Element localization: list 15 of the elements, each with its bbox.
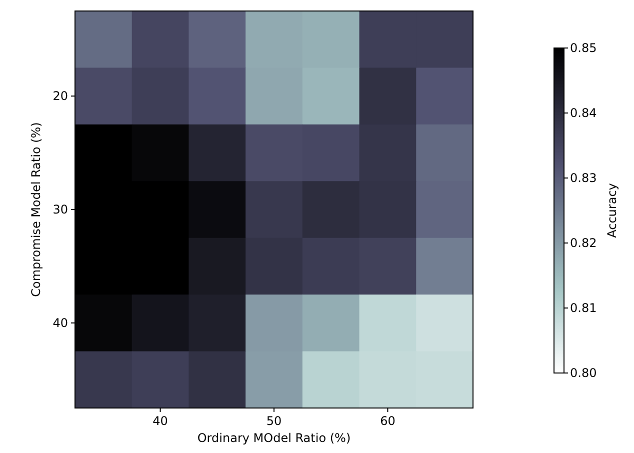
x-tick-label: 40 bbox=[152, 414, 168, 428]
color-bar-label: 0.83 bbox=[570, 171, 597, 185]
x-tick-label: 50 bbox=[266, 414, 282, 428]
color-bar-label: 0.81 bbox=[570, 301, 597, 315]
color-bar-label: 0.82 bbox=[570, 236, 597, 250]
y-axis-title: Compromise Model Ratio (%) bbox=[29, 122, 43, 297]
color-bar-title: Accuracy bbox=[605, 183, 619, 238]
y-tick-label: 30 bbox=[52, 202, 68, 216]
color-bar-label: 0.85 bbox=[570, 41, 597, 55]
color-bar-label: 0.80 bbox=[570, 366, 597, 380]
y-tick-label: 40 bbox=[52, 316, 68, 330]
y-tick-label: 20 bbox=[52, 89, 68, 104]
x-tick-label: 60 bbox=[380, 414, 396, 428]
x-axis-title: Ordinary MOdel Ratio (%) bbox=[197, 431, 351, 445]
color-bar-label: 0.84 bbox=[570, 106, 597, 120]
